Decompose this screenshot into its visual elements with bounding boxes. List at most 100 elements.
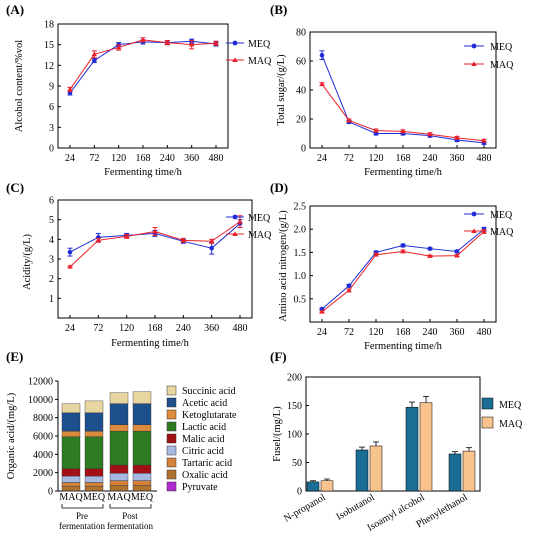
- panel-e-x-tick-label: MEQ: [131, 492, 154, 503]
- panel-c-acidity: (C) 1 2 3 4 5 6 24 72 120 168 240 360 480 Fermentin…: [6, 180, 272, 349]
- panel-c-y-axis-label: Acidity/(g/L): [22, 234, 33, 290]
- panel-e-bar-lactic-acid: [132, 430, 152, 466]
- panel-e-bar-citric-acid: [61, 475, 81, 483]
- panel-b-maq-point: [400, 128, 406, 134]
- panel-e-legend-entry: Succinic acid: [182, 386, 236, 397]
- panel-c-maq-point: [123, 233, 130, 239]
- panel-a-data: [67, 37, 219, 96]
- panel-e-legend-swatch: [166, 409, 177, 420]
- panel-f-maq-bar: [369, 445, 383, 492]
- panel-c-y-tick-label: 6: [49, 196, 54, 207]
- panel-e-legend-swatch: [166, 385, 177, 396]
- panel-a-x-tick-label: 168: [136, 153, 151, 164]
- panel-c-x-tick-label: 120: [119, 323, 134, 334]
- panel-c-y-tick-label: 5: [49, 215, 54, 226]
- panel-c-meq-point: [209, 245, 214, 251]
- panel-d-y-tick-label: 0.5: [294, 294, 307, 305]
- panel-e-bar-ketoglutarate: [84, 430, 104, 437]
- panel-e-legend-entry: Pyruvate: [182, 482, 218, 493]
- panel-b-x-ticks: 24 72 120 168 240 360 480: [317, 145, 492, 164]
- panel-a-x-tick-label: 72: [89, 153, 99, 164]
- panel-b-legend-maq-marker: [471, 61, 477, 66]
- panel-d-plot-frame: [309, 205, 497, 323]
- panel-f-maq-bar: [462, 450, 476, 492]
- panel-c-maq-point: [237, 218, 243, 224]
- panel-f-y-tick-label: 50: [292, 458, 302, 469]
- panel-d-meq-point: [346, 283, 352, 289]
- panel-f-legend-meq-swatch: [481, 397, 494, 410]
- panel-d-x-tick-label: 24: [317, 327, 327, 338]
- panel-e-bar-acetic-acid: [84, 412, 104, 432]
- panel-c-legend-meq: MEQ: [248, 213, 271, 224]
- panel-e-legend-swatch: [166, 433, 177, 444]
- panel-e-legend-entry: Ketoglutarate: [182, 410, 237, 421]
- panel-a-x-tick-label: 480: [209, 153, 224, 164]
- panel-f-legend-maq-swatch: [481, 416, 494, 429]
- panel-e-legend-entry: Oxalic acid: [182, 470, 228, 481]
- panel-d-maq-point: [373, 251, 379, 257]
- panel-a-maq-point: [115, 44, 122, 50]
- panel-c-legend-maq-marker: [232, 231, 238, 236]
- panel-a-y-tick-label: 6: [49, 102, 54, 113]
- panel-d-x-tick-label: 120: [369, 327, 384, 338]
- panel-d-y-ticks: 0.5 1.0 1.5 2.0 2.5: [294, 202, 313, 305]
- panel-e-group-label: fermentation: [59, 521, 105, 531]
- panel-e-bar-malic-acid: [132, 464, 152, 474]
- panel-d-x-tick-label: 240: [423, 327, 438, 338]
- panel-a-label: (A): [6, 2, 24, 17]
- panel-e-bar-acetic-acid: [132, 403, 152, 425]
- panel-e-legend-entry: Lactic acid: [182, 422, 226, 433]
- panel-d-x-tick-label: 360: [450, 327, 465, 338]
- panel-a-legend-maq-marker: [232, 57, 238, 62]
- panel-a-y-tick-label: 9: [49, 82, 54, 93]
- panel-b-total-sugar: (B) 0 20 40 60 80 24 72 120 168 240 360 480 Fermen…: [270, 2, 514, 178]
- panel-e-bars: [61, 391, 152, 492]
- panel-b-maq-point: [481, 137, 487, 143]
- panel-b-legend-meq: MEQ: [490, 42, 513, 53]
- panel-e-y-tick-label: 12000: [28, 377, 53, 388]
- panel-b-x-tick-label: 168: [396, 153, 411, 164]
- panel-d-y-tick-label: 2.0: [294, 225, 307, 236]
- panel-e-y-ticks: 0 2000 4000 6000 8000 10000 12000: [28, 377, 58, 498]
- panel-f-meq-bar: [355, 449, 369, 492]
- panel-b-maq-point: [373, 127, 379, 133]
- panel-d-amino-acid-nitrogen: (D) 0.51.01.52.02.5 24 72 120 168 240 360 480 …: [270, 180, 514, 352]
- panel-c-y-tick-label: 2: [49, 274, 54, 285]
- panel-e-bar-citric-acid: [109, 473, 129, 481]
- panel-e-x-tick-label: MAQ: [107, 492, 131, 503]
- panel-a-y-tick-label: 12: [44, 61, 54, 72]
- panel-a-x-tick-label: 360: [184, 153, 199, 164]
- panel-e-group-label: fermentation: [107, 521, 153, 531]
- panel-e-legend-entry: Malic acid: [182, 434, 224, 445]
- panel-a-x-ticks: 24 72 120 168 240 360 480: [65, 145, 224, 164]
- panel-e-y-axis-label: Organic acid/(mg/L): [6, 392, 17, 479]
- panel-e-legend-entry: Tartaric acid: [182, 458, 232, 469]
- panel-d-x-tick-label: 72: [344, 327, 354, 338]
- panel-e-y-tick-label: 0: [48, 487, 53, 498]
- panel-b-maq-point: [427, 131, 433, 137]
- panel-e-x-tick-label: MEQ: [83, 492, 106, 503]
- panel-a-maq-point: [188, 41, 195, 47]
- panel-d-y-tick-label: 1.0: [294, 271, 307, 282]
- panel-a-maq-point: [140, 37, 146, 42]
- panel-d-x-tick-label: 168: [396, 327, 411, 338]
- panel-e-bar-ketoglutarate: [109, 424, 129, 432]
- panel-c-maq-point: [67, 264, 73, 269]
- panel-f-legend: MEQ MAQ: [481, 397, 523, 430]
- panel-f-fusel: (F) 0 50 100 150 200 N-propanol IsobutanolIso…: [270, 349, 523, 534]
- panel-e-y-tick-label: 6000: [33, 432, 53, 443]
- panel-f-y-axis-label: Fusel/(mg/L): [272, 406, 283, 462]
- panel-b-x-tick-label: 240: [423, 153, 438, 164]
- panel-c-x-tick-label: 24: [65, 323, 75, 334]
- panel-e-bar-oxalic-acid: [84, 485, 104, 491]
- panel-a-y-axis-label: Alcohol content/%vol: [14, 40, 25, 133]
- panel-e-bar-tartaric-acid: [61, 482, 81, 487]
- panel-f-label: (F): [270, 349, 287, 364]
- panel-c-maq-point: [95, 237, 102, 243]
- panel-f-y-tick-label: 200: [287, 373, 302, 384]
- panel-b-x-tick-label: 480: [477, 153, 492, 164]
- panel-e-y-tick-label: 8000: [33, 413, 53, 424]
